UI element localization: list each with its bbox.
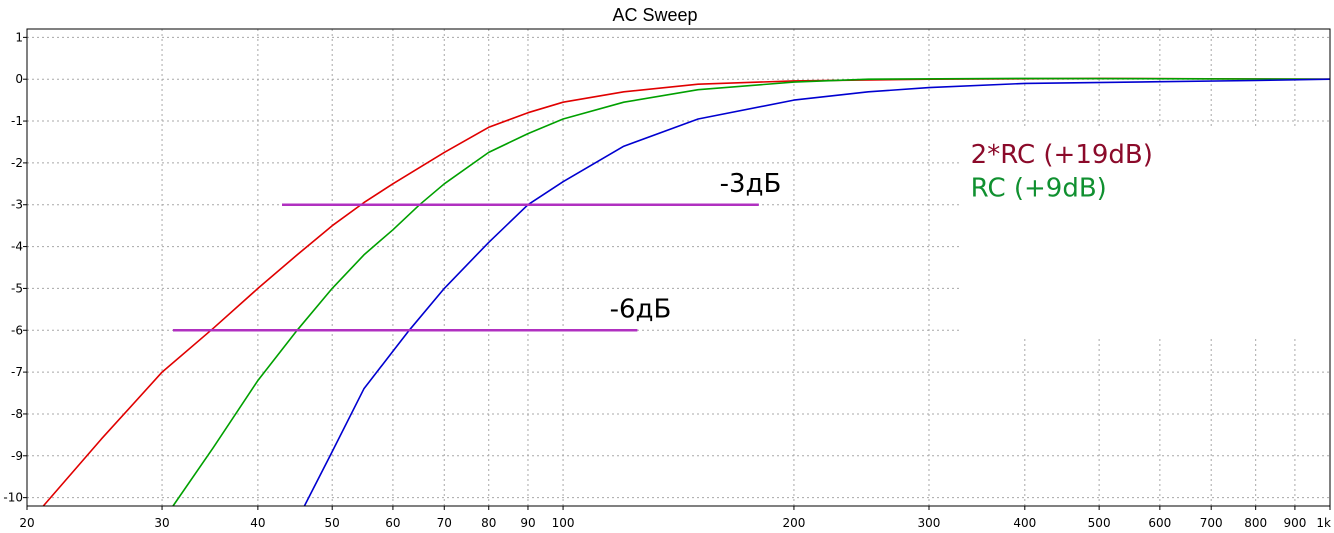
annotation-label: RC (+9dB) — [971, 173, 1107, 203]
x-tick-label: 900 — [1283, 516, 1306, 530]
annotation-label: -6дБ — [610, 295, 672, 325]
axis-layer: 20 30 40 50 60 70 80 90 100 200 300 400 500 600 700 800… — [3, 28, 1331, 530]
chart-title: AC Sweep — [612, 5, 697, 25]
response-curve — [172, 77, 1331, 507]
annotation-label: 2*RC (+19dB) — [971, 140, 1153, 170]
x-tick-label: 600 — [1148, 516, 1171, 530]
series-layer — [42, 77, 1331, 507]
x-tick-label: 300 — [918, 516, 941, 530]
y-tick-label: -1 — [11, 114, 23, 128]
x-tick-label: 20 — [19, 516, 34, 530]
y-tick-label: -10 — [3, 491, 23, 505]
y-tick-label: -9 — [11, 449, 23, 463]
x-tick-label: 700 — [1200, 516, 1223, 530]
y-tick-label: -7 — [11, 365, 23, 379]
y-tick-label: 1 — [15, 30, 23, 44]
plot-frame — [26, 28, 1331, 507]
x-tick-label: 100 — [552, 516, 575, 530]
y-tick-label: -6 — [11, 323, 23, 337]
y-tick-label: 0 — [15, 72, 23, 86]
x-tick-label: 30 — [154, 516, 169, 530]
x-tick-label: 90 — [520, 516, 535, 530]
y-tick-label: -8 — [11, 407, 23, 421]
response-curve — [303, 78, 1331, 507]
grid-layer — [27, 29, 1330, 506]
y-tick-label: -3 — [11, 198, 23, 212]
x-tick-label: 400 — [1013, 516, 1036, 530]
x-tick-label: 200 — [782, 516, 805, 530]
x-tick-label: 40 — [250, 516, 265, 530]
x-tick-label: 500 — [1088, 516, 1111, 530]
x-tick-label: 70 — [437, 516, 452, 530]
annotation-layer: -3дБ -6дБ 2*RC (+19dB)RC (+9dB) — [610, 140, 1153, 325]
x-tick-label: 50 — [325, 516, 340, 530]
x-tick-label: 800 — [1244, 516, 1267, 530]
y-tick-label: -2 — [11, 156, 23, 170]
y-tick-label: -5 — [11, 281, 23, 295]
annotation-label: -3дБ — [720, 169, 782, 199]
x-tick-label: 80 — [481, 516, 496, 530]
response-curve — [42, 77, 1331, 507]
legend-backdrop — [960, 128, 1330, 338]
x-tick-label: 60 — [385, 516, 400, 530]
x-tick-label: 1k — [1316, 516, 1331, 530]
y-tick-label: -4 — [11, 240, 23, 254]
